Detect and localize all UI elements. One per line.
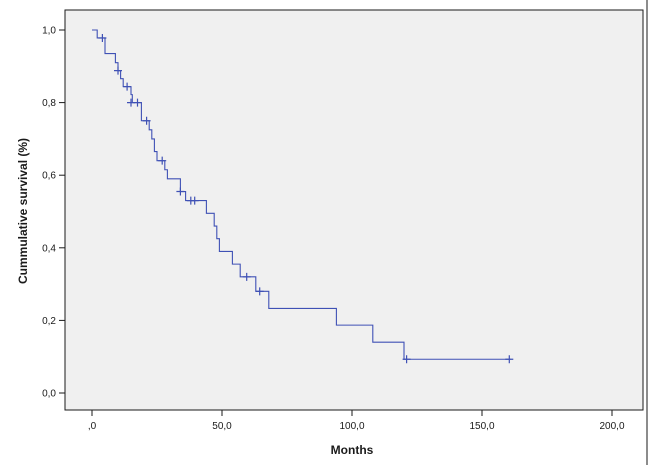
x-axis: ,0 50,0 100,0 150,0 200,0 (88, 410, 625, 432)
x-tick-label: 100,0 (339, 421, 364, 432)
x-tick-label: ,0 (88, 421, 97, 432)
survival-step-line (92, 29, 511, 360)
censor-mark (142, 116, 151, 125)
censor-mark (402, 355, 411, 364)
y-tick-label: 0,6 (42, 171, 56, 182)
censor-mark (255, 287, 264, 296)
censor-mark (133, 98, 142, 107)
censor-mark (190, 196, 199, 205)
x-tick-label: 200,0 (599, 421, 624, 432)
y-axis-title: Cummulative survival (%) (16, 138, 30, 284)
censor-marks (98, 33, 514, 364)
y-tick-label: 0,0 (42, 389, 56, 400)
censor-mark (505, 355, 514, 364)
y-tick-label: 0,4 (42, 243, 56, 254)
censor-mark (176, 187, 185, 196)
censor-mark (114, 66, 122, 75)
x-axis-title: Months (331, 443, 374, 457)
censor-mark (123, 82, 132, 91)
y-tick-label: 0,2 (42, 316, 56, 327)
censor-mark (158, 156, 167, 165)
y-axis: 0,0 0,2 0,4 0,6 0,8 1,0 (42, 26, 65, 400)
x-tick-label: 50,0 (212, 421, 232, 432)
survival-series (92, 29, 511, 360)
censor-mark (98, 33, 107, 42)
plot-area (64, 9, 644, 411)
y-tick-label: 0,8 (42, 98, 56, 109)
x-tick-label: 150,0 (469, 421, 494, 432)
y-tick-label: 1,0 (42, 26, 56, 37)
censor-mark (242, 272, 251, 281)
